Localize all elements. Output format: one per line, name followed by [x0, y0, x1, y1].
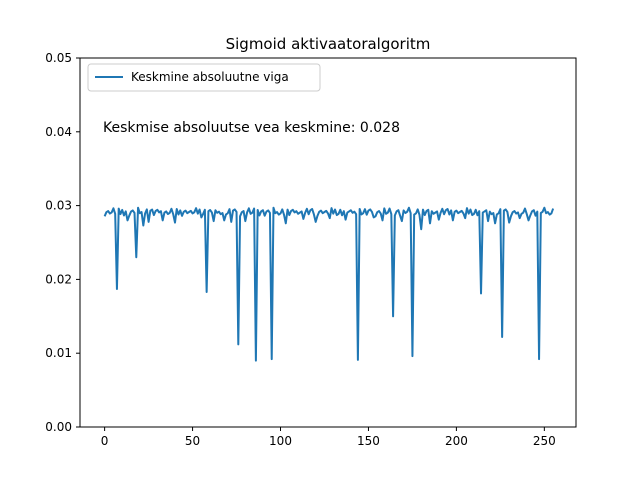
axes-frame: [79, 57, 577, 428]
x-tick-label: 100: [269, 434, 292, 448]
y-tick-label: 0.05: [45, 51, 72, 65]
y-tick-label: 0.01: [45, 346, 72, 360]
legend-box: [87, 63, 321, 92]
legend-label: Keskmine absoluutne viga: [131, 70, 289, 84]
x-tick-label: 250: [533, 434, 556, 448]
series-line-mean-absolute-error: [103, 206, 555, 362]
y-tick-label: 0.03: [45, 199, 72, 213]
x-axis: 0 50 100 150 200 250: [101, 427, 556, 448]
mean-annotation: Keskmise absoluutse vea keskmine: 0.028: [103, 120, 400, 136]
chart-title: Sigmoid aktivaatoralgoritm: [226, 35, 431, 53]
x-tick-label: 150: [357, 434, 380, 448]
y-axis: 0.00 0.01 0.02 0.03 0.04 0.05: [45, 51, 80, 434]
y-tick-label: 0.00: [45, 420, 72, 434]
y-tick-label: 0.04: [45, 125, 72, 139]
y-tick-label: 0.02: [45, 272, 72, 286]
legend: Keskmine absoluutne viga: [87, 63, 321, 92]
x-tick-label: 200: [445, 434, 468, 448]
plot-area: 0 50 100 150 200 250 0.00 0.01 0.02 0.03 0.04 0.05: [45, 51, 577, 448]
series-layer: [103, 206, 555, 362]
x-tick-label: 0: [101, 434, 109, 448]
x-tick-label: 50: [185, 434, 200, 448]
axes-background: [80, 58, 576, 427]
